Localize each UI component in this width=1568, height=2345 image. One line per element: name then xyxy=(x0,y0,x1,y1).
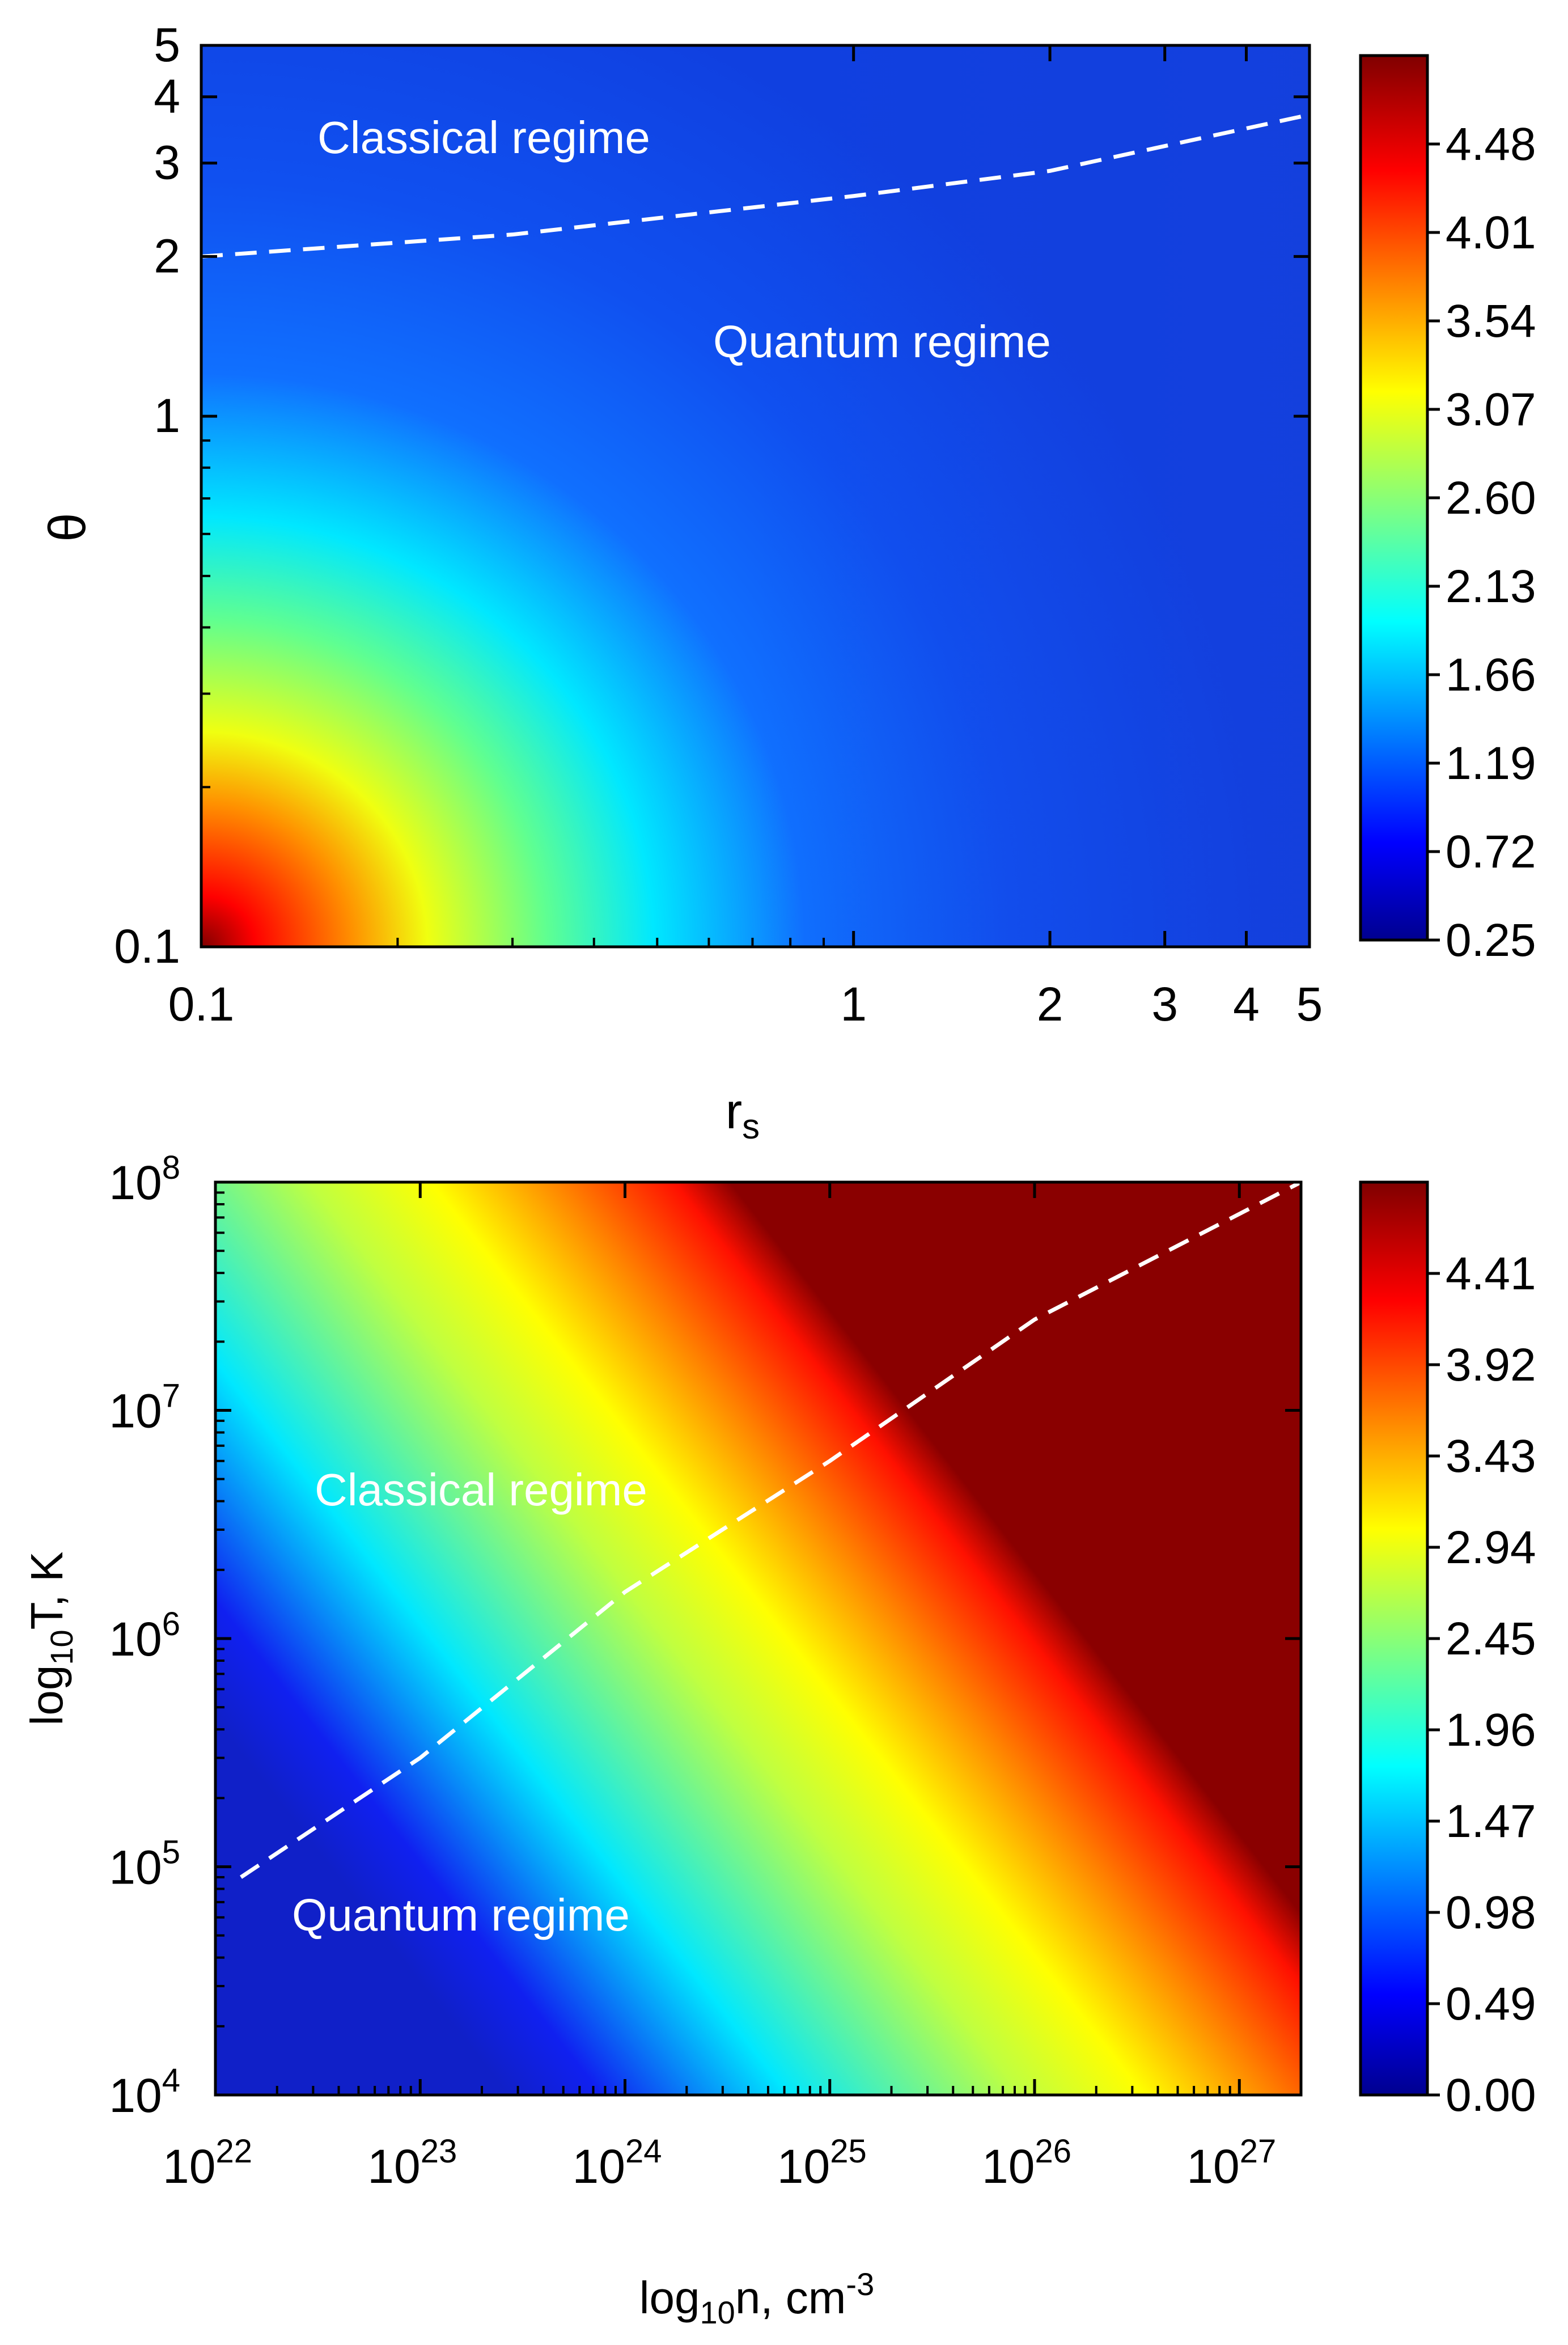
bottom-x-tick-label: 1025 xyxy=(777,2133,867,2193)
top-annotation-quantum: Quantum regime xyxy=(713,316,1051,367)
bottom-colorbar-tick-label: 0.98 xyxy=(1446,1887,1536,1938)
bottom-colorbar-tick-label: 4.41 xyxy=(1446,1248,1536,1300)
bottom-y-tick-label: 104 xyxy=(109,2062,180,2122)
bottom-annotation-quantum: Quantum regime xyxy=(292,1890,630,1940)
bottom-y-tick-label: 106 xyxy=(109,1606,180,1666)
top-colorbar-tick-label: 2.60 xyxy=(1446,472,1536,524)
bottom-colorbar: 0.00 0.49 0.98 1.47 1.96 2.45 2.94 3.43 3.92 4.41 xyxy=(1359,1180,1536,2121)
top-heatmap xyxy=(201,45,1310,947)
bottom-y-axis-label-sub: 10 xyxy=(44,1629,79,1665)
top-colorbar-tick-label: 3.07 xyxy=(1446,384,1536,435)
bottom-colorbar-tick-label: 3.43 xyxy=(1446,1430,1536,1482)
top-colorbar-tick-label: 1.19 xyxy=(1446,738,1536,789)
bottom-y-tick-label: 107 xyxy=(109,1378,180,1438)
bottom-chart: 1022 1023 1024 1025 1026 1027 104 105 106 107 108… xyxy=(22,1149,1536,2330)
top-x-tick-label: 5 xyxy=(1296,977,1323,1031)
bottom-colorbar-tick-label: 1.47 xyxy=(1446,1796,1536,1847)
top-colorbar-tick-label: 1.66 xyxy=(1446,649,1536,701)
bottom-x-axis-label-main: log xyxy=(639,2272,700,2323)
bottom-colorbar-tick-label: 0.49 xyxy=(1446,1978,1536,2030)
top-x-axis-label-sub: s xyxy=(742,1107,760,1146)
top-boundary-line xyxy=(201,112,1310,259)
top-colorbar: 0.25 0.72 1.19 1.66 2.13 2.60 3.07 3.54 4.01 4.48 xyxy=(1359,54,1536,966)
bottom-colorbar-tick-label: 2.45 xyxy=(1446,1613,1536,1665)
top-colorbar-tick-label: 4.48 xyxy=(1446,118,1536,170)
top-colorbar-tick-label: 3.54 xyxy=(1446,295,1536,347)
top-y-axis-label: θ xyxy=(39,513,96,541)
top-x-tick-label: 0.1 xyxy=(168,977,235,1031)
top-y-tick-label: 4 xyxy=(154,70,180,123)
top-x-axis-label-main: r xyxy=(726,1083,742,1139)
bottom-y-tick-label: 105 xyxy=(109,1834,180,1894)
bottom-colorbar-ticks: 0.00 0.49 0.98 1.47 1.96 2.45 2.94 3.43 3.92 4.41 xyxy=(1427,1248,1536,2121)
top-colorbar-tick-label: 4.01 xyxy=(1446,207,1536,259)
bottom-x-axis-label-rest: n, cm xyxy=(735,2272,846,2323)
bottom-x-axis-label: log10n, cm-3 xyxy=(639,2266,874,2330)
bottom-heatmap xyxy=(215,1182,1301,2095)
bottom-y-tick-label: 108 xyxy=(109,1149,180,1209)
top-colorbar-tick-label: 0.72 xyxy=(1446,826,1536,878)
bottom-colorbar-tick-label: 2.94 xyxy=(1446,1522,1536,1573)
top-y-tick-label: 2 xyxy=(154,229,180,282)
bottom-x-axis-label-sup: -3 xyxy=(846,2266,874,2302)
bottom-colorbar-tick-label: 1.96 xyxy=(1446,1704,1536,1756)
bottom-x-ticks: 1022 1023 1024 1025 1026 1027 xyxy=(163,1182,1302,2193)
bottom-y-axis-label-main: log xyxy=(22,1665,72,1726)
bottom-x-tick-label: 1022 xyxy=(163,2133,252,2193)
top-x-tick-label: 3 xyxy=(1151,977,1178,1031)
top-x-tick-label: 2 xyxy=(1037,977,1063,1031)
bottom-x-tick-label: 1023 xyxy=(367,2133,457,2193)
bottom-y-ticks: 104 105 106 107 108 xyxy=(109,1149,1301,2122)
top-plot-frame xyxy=(200,44,1311,949)
top-y-tick-label: 3 xyxy=(154,136,180,189)
bottom-x-tick-label: 1026 xyxy=(982,2133,1071,2193)
top-x-axis-label: rs xyxy=(726,1083,760,1146)
top-colorbar-tick-label: 0.25 xyxy=(1446,915,1536,966)
bottom-boundary-line xyxy=(240,1182,1301,1879)
top-y-tick-label: 1 xyxy=(154,389,180,442)
top-x-ticks: 0.1 1 2 3 4 5 xyxy=(168,45,1323,1031)
top-colorbar-tick-label: 2.13 xyxy=(1446,561,1536,612)
bottom-annotation-classical: Classical regime xyxy=(315,1464,647,1515)
bottom-colorbar-tick-label: 0.00 xyxy=(1446,2069,1536,2121)
bottom-x-axis-label-sub: 10 xyxy=(700,2295,735,2330)
top-x-tick-label: 1 xyxy=(840,977,867,1031)
bottom-y-axis-label-rest: T, K xyxy=(22,1552,72,1630)
top-y-tick-label: 0.1 xyxy=(114,920,180,973)
bottom-y-axis-label: log10T, K xyxy=(22,1552,79,1726)
bottom-x-tick-label: 1024 xyxy=(573,2133,662,2193)
top-y-tick-label: 5 xyxy=(154,18,180,71)
top-y-ticks: 0.1 1 2 3 45 xyxy=(114,18,1310,973)
bottom-x-tick-label: 1027 xyxy=(1186,2133,1276,2193)
top-colorbar-ticks: 0.25 0.72 1.19 1.66 2.13 2.60 3.07 3.54 4.01 4.48 xyxy=(1427,118,1536,966)
top-annotation-classical: Classical regime xyxy=(317,112,650,163)
top-x-tick-label: 4 xyxy=(1233,977,1260,1031)
bottom-colorbar-tick-label: 3.92 xyxy=(1446,1339,1536,1391)
